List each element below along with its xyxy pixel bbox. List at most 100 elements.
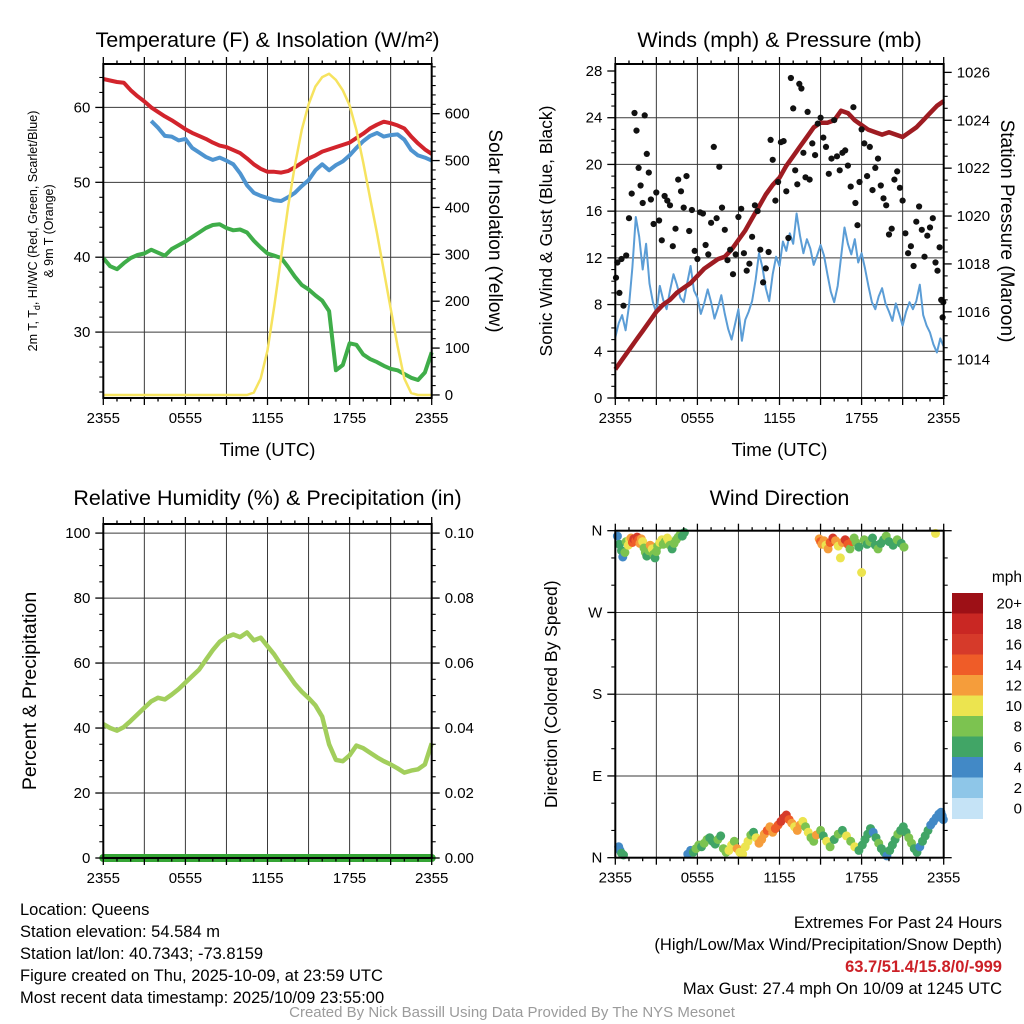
y-tick-label: 20	[74, 785, 91, 802]
x-tick-label: 0555	[681, 870, 714, 887]
y-tick-label: 0.00	[445, 850, 474, 867]
station-info: Location: Queens Station elevation: 54.5…	[20, 899, 384, 1009]
x-axis-label: Time (UTC)	[732, 439, 828, 460]
y-tick-label: 30	[74, 324, 91, 341]
y-tick-label: 300	[445, 246, 470, 263]
x-tick-label: 1155	[251, 410, 283, 427]
chart-title: Winds (mph) & Pressure (mb)	[637, 28, 921, 52]
x-tick-label: 2355	[927, 870, 960, 887]
y-tick-label: 1022	[957, 160, 990, 177]
station-location: Location: Queens	[20, 901, 150, 919]
y-axis-label-left: Percent & Precipitation	[19, 592, 41, 790]
colorbar-label: 2	[1014, 780, 1022, 797]
y-axis-label-left: & 9m T (Orange)	[42, 184, 56, 277]
colorbar-label: 18	[1005, 616, 1022, 633]
y-axis-label-right: Solar Insolation (Yellow)	[484, 129, 505, 332]
chart-title: Temperature (F) & Insolation (W/m²)	[95, 28, 439, 52]
series-sonic-wind	[614, 212, 945, 354]
colorbar-label: 4	[1014, 759, 1022, 776]
max-gust: Max Gust: 27.4 mph On 10/09 at 1245 UTC	[682, 980, 1002, 998]
series-station-pressure	[613, 99, 945, 371]
y-tick-label: 0.02	[445, 785, 474, 802]
credit-line: Created By Nick Bassill Using Data Provi…	[289, 1004, 735, 1021]
wind-direction-chart: 2355 0555 1155 1755 2355 N W S E N Wind Direction D…	[541, 486, 1023, 887]
y-tick-label: 100	[445, 340, 470, 357]
y-tick-label: S	[592, 686, 602, 703]
colorbar-label: 8	[1014, 718, 1022, 735]
y-tick-label: 8	[594, 297, 602, 314]
x-tick-label: 0555	[681, 410, 714, 427]
y-tick-label: 20	[586, 156, 603, 173]
colorbar-label: 0	[1014, 800, 1022, 817]
x-tick-label: 1755	[845, 870, 878, 887]
y-axis-label-right: Station Pressure (Maroon)	[996, 120, 1017, 343]
y-tick-label: 400	[445, 199, 470, 216]
series-relative-humidity	[102, 630, 434, 775]
colorbar-label: 14	[1005, 657, 1022, 674]
y-tick-label: 100	[65, 525, 90, 542]
y-tick-label: 0	[445, 387, 453, 404]
y-tick-label: 0.06	[445, 655, 474, 672]
extremes-info: Extremes For Past 24 Hours (High/Low/Max…	[654, 912, 1002, 1000]
y-tick-label: 1018	[957, 256, 990, 273]
y-tick-label: 40	[74, 720, 91, 737]
x-tick-label: 2355	[87, 870, 120, 887]
series-dew-point	[101, 222, 434, 382]
y-tick-label: 60	[74, 655, 91, 672]
x-tick-label: 1155	[763, 870, 795, 887]
y-tick-label: 50	[74, 174, 91, 191]
x-axis-label: Time (UTC)	[220, 439, 316, 460]
y-tick-label: 500	[445, 153, 470, 170]
y-tick-label: 40	[74, 249, 91, 266]
chart-title: Relative Humidity (%) & Precipitation (i…	[73, 486, 461, 510]
y-tick-label: 0	[594, 390, 602, 407]
x-tick-label: 2355	[415, 410, 448, 427]
x-tick-label: 2355	[599, 870, 632, 887]
y-tick-label: 28	[586, 63, 603, 80]
colorbar-label: 10	[1005, 698, 1022, 715]
station-latlon: Station lat/lon: 40.7343; -73.8159	[20, 945, 264, 963]
colorbar-title: mph	[992, 569, 1022, 586]
temperature-insolation-chart: 2355 0555 1155 1755 235530405060010020030040…	[26, 28, 505, 460]
y-tick-label: 16	[586, 203, 603, 220]
colorbar-label: 12	[1005, 677, 1022, 694]
temperature-insolation-panel: 2355 0555 1155 1755 2355 30 40 50 60 0 100 200 300 40…	[0, 0, 512, 465]
humidity-precipitation-chart: 2355 0555 1155 1755 2355 0 20 40 60 80 100 0.00 0.02…	[19, 486, 474, 887]
x-tick-label: 2355	[87, 410, 120, 427]
wind-direction-panel: 2355 0555 1155 1755 2355 N W S E N Wind Direction D…	[512, 460, 1024, 895]
x-tick-label: 0555	[169, 410, 202, 427]
y-tick-label: 4	[594, 343, 602, 360]
chart-title: Wind Direction	[710, 486, 850, 510]
series-wind-chill	[149, 119, 433, 203]
data-timestamp: Most recent data timestamp: 2025/10/09 2…	[20, 989, 385, 1007]
x-tick-label: 2355	[927, 410, 960, 427]
y-axis-label-left: 2m T, Td, HI/WC (Red, Green, Scarlet/Blu…	[26, 111, 42, 352]
y-axis-label-left: Sonic Wind & Gust (Blue, Black)	[536, 106, 556, 357]
series-2m-temperature	[102, 77, 433, 175]
y-tick-label: N	[591, 850, 602, 867]
colorbar-label: 6	[1014, 739, 1022, 756]
extremes-values: 63.7/51.4/15.8/0/-999	[845, 958, 1002, 976]
y-tick-label: 200	[445, 293, 470, 310]
y-tick-label: E	[592, 768, 602, 785]
extremes-subtitle: (High/Low/Max Wind/Precipitation/Snow De…	[654, 936, 1002, 954]
y-tick-label: N	[591, 523, 602, 540]
colorbar-label: 16	[1005, 636, 1022, 653]
y-tick-label: 1016	[957, 304, 990, 321]
y-tick-label: 0.10	[445, 525, 474, 542]
humidity-precipitation-panel: 2355 0555 1155 1755 2355 0 20 40 60 80 100 0.00 0.02…	[0, 460, 512, 895]
y-tick-label: 12	[586, 250, 603, 267]
y-axis-label-left: Direction (Colored By Speed)	[541, 580, 561, 808]
extremes-title: Extremes For Past 24 Hours	[793, 914, 1002, 932]
y-tick-label: 1020	[957, 208, 990, 225]
x-tick-label: 1155	[251, 870, 283, 887]
x-tick-label: 0555	[169, 870, 202, 887]
station-elevation: Station elevation: 54.584 m	[20, 923, 220, 941]
y-tick-label: W	[588, 604, 603, 621]
colorbar-label: 20+	[997, 595, 1023, 612]
y-tick-label: 1026	[957, 64, 990, 81]
y-tick-label: 0.04	[445, 720, 474, 737]
winds-pressure-chart: 2355 0555 1155 1755 2355 0 4 8 12 16 20 24 28 1014 101…	[536, 28, 1017, 460]
x-tick-label: 1155	[763, 410, 795, 427]
figure-created: Figure created on Thu, 2025-10-09, at 23…	[20, 967, 383, 985]
